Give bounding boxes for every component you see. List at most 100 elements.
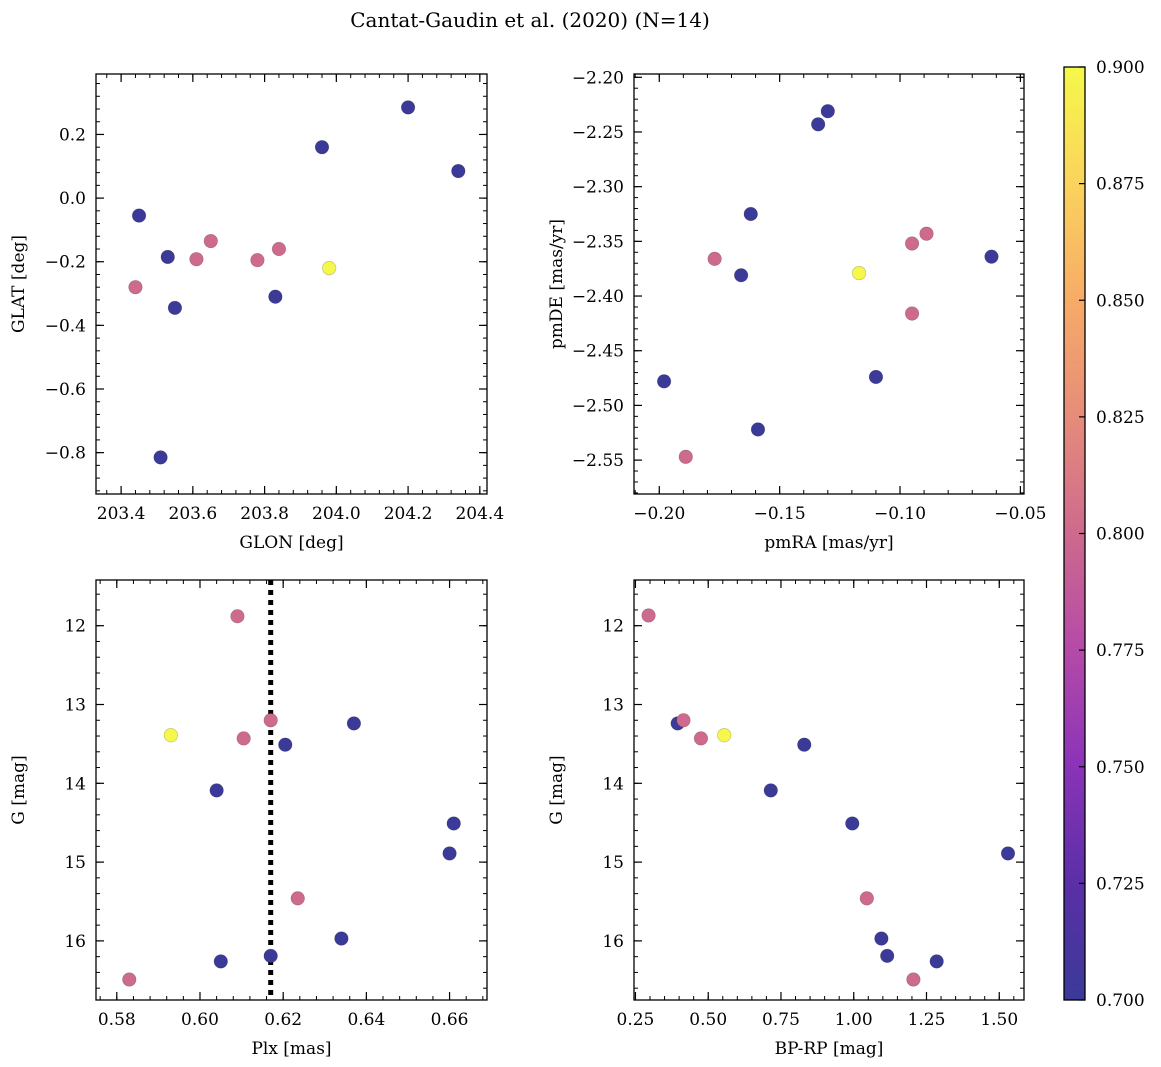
axes-frame — [633, 73, 1025, 495]
data-point — [189, 252, 204, 267]
data-point — [676, 713, 691, 728]
x-tick-label: 203.4 — [97, 504, 146, 524]
figure-title: Cantat-Gaudin et al. (2020) (N=14) — [350, 8, 710, 32]
x-tick-label: 0.60 — [181, 1010, 219, 1030]
x-axis-label: Plx [mas] — [251, 1039, 331, 1059]
data-point — [314, 140, 330, 155]
data-point — [322, 260, 337, 276]
x-tick-label: 0.62 — [264, 1010, 302, 1030]
y-tick-label: −2.45 — [572, 342, 624, 362]
data-point — [797, 737, 812, 752]
y-tick-label: −2.20 — [572, 68, 624, 88]
data-point — [250, 253, 265, 268]
data-point — [868, 369, 884, 385]
x-tick-label: 203.6 — [169, 504, 218, 524]
y-tick-label: 0.2 — [59, 125, 86, 145]
data-point — [209, 783, 224, 798]
data-point — [446, 816, 461, 831]
data-point — [213, 954, 228, 969]
x-tick-label: 0.64 — [347, 1010, 385, 1030]
y-tick-label: 13 — [602, 696, 624, 716]
data-point — [929, 954, 944, 969]
data-point — [859, 891, 874, 906]
y-tick-label: −2.50 — [572, 396, 624, 416]
y-tick-label: −0.4 — [45, 316, 86, 336]
axes-frame — [633, 579, 1025, 1001]
x-tick-label: 0.75 — [762, 1010, 800, 1030]
x-tick-label: 1.50 — [980, 1010, 1018, 1030]
y-axis-label: pmDE [mas/yr] — [547, 219, 567, 349]
y-tick-label: −2.55 — [572, 451, 624, 471]
x-tick-label: 0.66 — [431, 1010, 469, 1030]
data-point — [845, 816, 860, 831]
colorbar-tick-label: 0.825 — [1096, 408, 1145, 428]
panel-4: 0.25 0.50 0.75 1.00 1.25 1.50 12 13 14 15 16 BP-RP … — [547, 579, 1025, 1059]
y-tick-label: −0.8 — [45, 444, 86, 464]
y-axis-label: GLAT [deg] — [9, 235, 29, 333]
y-tick-label: 15 — [602, 853, 624, 873]
data-point — [656, 374, 672, 389]
colorbar: 0.700 0.725 0.750 0.775 0.800 0.825 0.850 0.875… — [1063, 58, 1145, 1011]
x-axis-label: pmRA [mas/yr] — [764, 533, 893, 553]
data-point — [717, 728, 732, 743]
data-point — [290, 891, 305, 906]
y-tick-label: 15 — [64, 853, 86, 873]
data-point — [851, 265, 867, 281]
data-point — [160, 249, 175, 265]
y-tick-label: −2.30 — [572, 178, 624, 198]
data-point — [163, 728, 178, 743]
x-tick-label: 0.25 — [617, 1010, 655, 1030]
data-point — [346, 716, 361, 731]
data-point — [693, 731, 709, 746]
panel-1: 203.4 203.6 203.8 204.0 204.2 204.4 0.2 0.0 −0.2… — [9, 73, 504, 553]
y-axis-label: G [mag] — [9, 755, 29, 824]
data-point — [167, 300, 183, 315]
data-point — [263, 713, 278, 728]
y-tick-label: 16 — [602, 932, 624, 952]
colorbar-tick-label: 0.800 — [1096, 525, 1145, 545]
panel-2: −0.20 −0.15 −0.10 −0.05 −2.20 −2.25 −2.30 −2.35… — [547, 68, 1046, 553]
data-point — [820, 104, 835, 119]
x-tick-label: 204.2 — [384, 504, 433, 524]
data-point — [263, 948, 278, 963]
data-point — [750, 422, 766, 437]
y-tick-label: −2.25 — [572, 123, 624, 143]
panel-3: 0.58 0.60 0.62 0.64 0.66 12 13 14 15 16 Plx [mas] G… — [9, 579, 488, 1059]
data-point — [874, 931, 889, 946]
data-point — [641, 608, 656, 623]
data-point — [984, 249, 999, 264]
x-axis-label: BP-RP [mag] — [775, 1039, 884, 1059]
colorbar-tick-label: 0.700 — [1096, 991, 1145, 1011]
x-tick-label: 1.25 — [908, 1010, 946, 1030]
data-point — [268, 289, 283, 304]
data-point — [203, 233, 218, 249]
x-axis-label: GLON [deg] — [239, 533, 343, 553]
data-point — [131, 208, 147, 223]
data-point — [153, 450, 168, 465]
colorbar-tick-label: 0.750 — [1096, 758, 1145, 778]
x-tick-label: −0.15 — [754, 504, 806, 524]
y-axis-label: G [mag] — [547, 755, 567, 824]
data-point — [763, 783, 778, 798]
x-tick-label: −0.20 — [633, 504, 685, 524]
data-point — [230, 609, 245, 624]
y-tick-label: 12 — [602, 617, 624, 637]
colorbar-tick-label: 0.900 — [1096, 58, 1145, 78]
data-point — [122, 972, 137, 987]
data-point — [451, 163, 466, 179]
x-tick-label: 0.58 — [98, 1010, 136, 1030]
x-tick-label: −0.05 — [994, 504, 1046, 524]
data-point — [904, 236, 920, 251]
y-tick-label: 14 — [64, 774, 86, 794]
y-tick-label: 13 — [64, 696, 86, 716]
y-tick-label: 12 — [64, 617, 86, 637]
data-point — [271, 241, 287, 257]
data-point — [128, 280, 143, 295]
y-tick-label: −0.2 — [45, 253, 86, 273]
data-point — [734, 268, 749, 283]
data-point — [811, 117, 826, 132]
data-point — [743, 206, 758, 222]
y-tick-label: −2.40 — [572, 287, 624, 307]
data-point — [904, 306, 920, 321]
